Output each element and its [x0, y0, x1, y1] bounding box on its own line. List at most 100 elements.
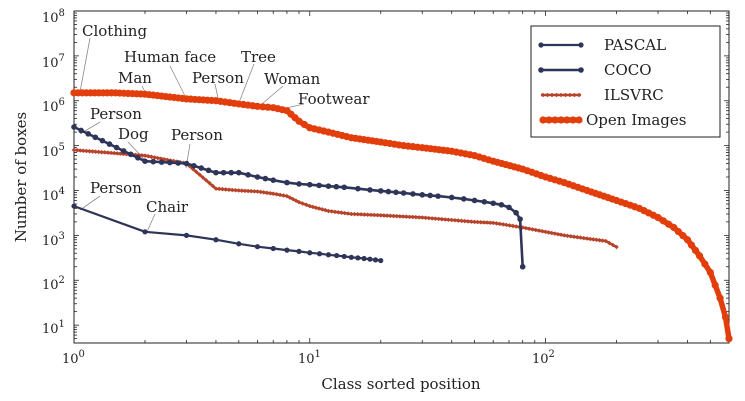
data-point-pascal — [71, 203, 77, 209]
annotation-man: Man — [118, 69, 152, 87]
data-point-coco — [235, 169, 242, 176]
data-point-coco — [506, 204, 512, 211]
data-point-ilsvrc — [270, 191, 276, 196]
data-point-coco — [262, 175, 269, 182]
data-point-coco — [175, 160, 181, 166]
x-axis-label: Class sorted position — [321, 375, 481, 393]
annotation-person-2: Person — [90, 105, 142, 123]
annotation-woman: Woman — [264, 70, 321, 88]
data-point-pascal — [378, 257, 384, 264]
x-tick-label-1-base: 10 — [62, 352, 79, 367]
data-point-ilsvrc — [71, 147, 77, 153]
y-tick-label-1e2-exp: 2 — [59, 275, 65, 286]
data-point-coco — [448, 194, 455, 201]
y-tick-label-1e7: 107 — [42, 53, 65, 71]
annotation-tree: Tree — [241, 48, 276, 66]
data-point-coco — [325, 183, 332, 189]
data-point-ilsvrc — [77, 148, 83, 153]
data-point-pascal — [213, 237, 219, 243]
data-point-pascal — [296, 248, 302, 254]
data-point-ilsvrc — [310, 204, 316, 210]
legend-key-coco — [538, 67, 584, 73]
series-coco — [71, 124, 526, 270]
data-point-coco — [167, 159, 173, 166]
data-point-ilsvrc — [358, 212, 364, 217]
connector-tree — [239, 63, 255, 101]
y-tick-label-1e4-base: 10 — [42, 189, 59, 204]
data-point-coco — [419, 192, 426, 198]
data-point-ilsvrc — [108, 150, 114, 156]
annotation-chair: Chair — [146, 198, 189, 216]
connector-person-1 — [214, 83, 219, 99]
legend-label-coco: COCO — [604, 61, 652, 79]
y-tick-label-1e6: 106 — [42, 97, 65, 115]
data-point-open-images — [264, 103, 272, 111]
data-point-coco — [393, 189, 399, 196]
data-point-open-images — [300, 120, 308, 129]
annotation-dog: Dog — [118, 125, 149, 143]
data-point-open-images — [725, 335, 733, 343]
y-tick-label-1e6-base: 10 — [42, 100, 59, 115]
data-point-ilsvrc — [80, 148, 86, 153]
legend-label-pascal: PASCAL — [604, 36, 666, 54]
data-point-ilsvrc — [459, 218, 464, 224]
data-point-pascal — [270, 245, 276, 252]
data-point-open-images — [716, 294, 724, 302]
data-point-ilsvrc — [102, 150, 108, 155]
data-point-coco — [113, 144, 120, 151]
data-point-open-images — [687, 241, 696, 249]
x-tick-label-100-base: 10 — [532, 352, 549, 367]
data-point-ilsvrc — [410, 214, 415, 220]
data-point-coco — [270, 177, 277, 183]
y-tick-label-1e7-base: 10 — [42, 56, 59, 71]
y-tick-label-1e2: 102 — [42, 275, 65, 293]
data-point-pascal — [316, 251, 323, 257]
x-tick-label-100-exp: 2 — [549, 349, 555, 360]
x-tick-label-10-exp: 1 — [315, 349, 321, 360]
data-point-ilsvrc — [394, 213, 399, 219]
data-point-coco — [191, 162, 197, 169]
y-axis-label: Number of boxes — [12, 112, 30, 242]
annotation-footwear: Footwear — [298, 90, 370, 108]
legend-key-marker-pascal — [578, 42, 584, 48]
data-point-coco — [519, 263, 526, 270]
data-point-ilsvrc — [300, 201, 305, 206]
data-point-ilsvrc — [413, 214, 419, 220]
data-point-pascal — [355, 255, 361, 261]
legend-key-marker-coco — [538, 67, 544, 73]
data-point-open-images — [664, 220, 673, 228]
y-tick-label-1e6-exp: 6 — [59, 97, 65, 108]
data-point-ilsvrc — [264, 190, 270, 196]
data-point-pascal — [334, 252, 340, 259]
data-point-pascal — [341, 253, 347, 260]
data-point-pascal — [236, 241, 242, 247]
data-point-coco — [513, 209, 519, 216]
y-tick-label-1e8-base: 10 — [42, 11, 59, 26]
data-point-ilsvrc — [484, 220, 490, 225]
data-point-coco — [355, 185, 361, 192]
data-point-coco — [284, 179, 290, 186]
legend-key-ilsvrc — [540, 92, 582, 98]
data-point-open-images — [253, 102, 262, 110]
y-tick-label-1e5-base: 10 — [42, 145, 59, 160]
data-point-coco — [481, 199, 488, 205]
data-point-coco — [99, 137, 106, 144]
x-tick-label-10: 101 — [298, 349, 321, 367]
data-point-ilsvrc — [293, 198, 299, 203]
data-point-coco — [92, 134, 99, 141]
data-point-open-images — [259, 103, 267, 111]
data-point-ilsvrc — [274, 192, 279, 197]
y-tick-label-1e1-exp: 1 — [59, 319, 65, 330]
data-point-open-images — [691, 246, 700, 255]
y-tick-label-1e3: 103 — [42, 231, 65, 249]
data-point-open-images — [711, 281, 719, 289]
data-point-coco — [213, 169, 219, 176]
data-point-ilsvrc — [368, 212, 374, 218]
y-tick-label-1e2-base: 10 — [42, 278, 59, 293]
data-point-coco — [135, 154, 141, 161]
annotation-person-4: Person — [90, 179, 142, 197]
data-point-ilsvrc — [416, 215, 422, 220]
series-lines — [70, 89, 733, 343]
data-point-coco — [377, 188, 384, 194]
